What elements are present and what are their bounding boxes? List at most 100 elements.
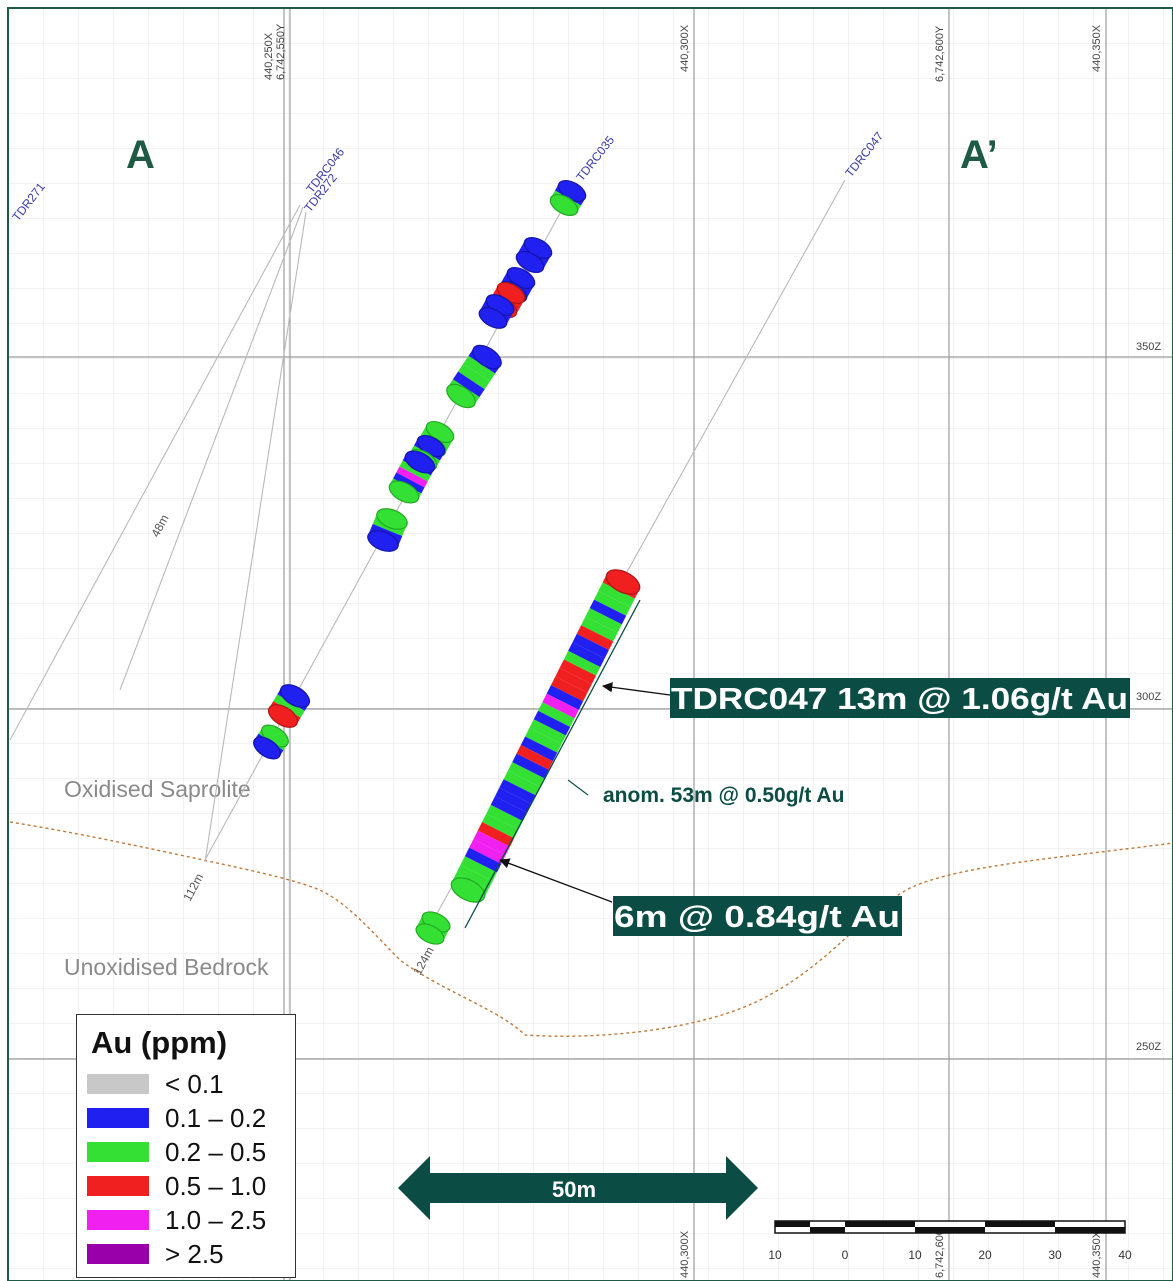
assay-band	[520, 736, 558, 762]
legend-swatch-green	[87, 1142, 149, 1162]
assay-band	[458, 363, 490, 390]
assay-band	[529, 719, 566, 745]
assay-cap	[472, 344, 502, 370]
assay-band	[486, 804, 523, 830]
trace-tdr271	[9, 204, 301, 741]
legend-label: < 0.1	[165, 1069, 224, 1099]
weathering-boundary	[9, 821, 1173, 1037]
arrow-intercept-main	[601, 682, 671, 696]
assay-band	[503, 770, 541, 796]
assay-cap	[279, 684, 311, 708]
assay-band	[512, 753, 549, 779]
assay-band	[456, 864, 493, 890]
legend-swatch-grey	[87, 1074, 149, 1094]
grid-label-250z: 250Z	[1136, 1041, 1161, 1053]
legend-swatch-purple	[87, 1244, 149, 1264]
assay-band	[273, 694, 305, 718]
grid-label-bottom-440350x: 440,350X	[1091, 1230, 1103, 1278]
assay-band	[463, 355, 496, 382]
grid-label-300z: 300Z	[1136, 691, 1161, 703]
assay-band	[393, 472, 425, 494]
callout-main-text: TDRC047 13m @ 1.06g/t Au	[671, 681, 1128, 716]
scale-tick-3: 20	[978, 1248, 992, 1262]
scale-tick-5: 40	[1118, 1248, 1132, 1262]
legend-label: 1.0 – 2.5	[165, 1205, 267, 1235]
legend-item-lt-0-1: < 0.1	[87, 1069, 292, 1099]
anom-leader	[567, 779, 589, 796]
grid-label-440250x: 440,250X	[263, 32, 275, 80]
callout-anom-text: anom. 53m @ 0.50g/t Au	[603, 784, 844, 807]
assay-band	[469, 839, 506, 864]
assay-band	[525, 727, 562, 753]
grid-label-440350x: 440,350X	[1091, 24, 1103, 72]
assay-cap	[253, 736, 281, 760]
assay-band	[516, 745, 553, 770]
assay-band	[464, 847, 502, 873]
assay-band	[473, 830, 510, 856]
assay-band	[452, 371, 485, 398]
assay-band	[589, 599, 627, 625]
assay-band	[460, 856, 497, 881]
assay-band	[399, 460, 431, 482]
arrow-intercept-lower	[499, 858, 613, 903]
assay-band	[598, 582, 635, 608]
assay-cap	[267, 704, 299, 728]
assay-band	[576, 625, 614, 650]
scale-bar	[774, 1220, 1126, 1234]
frame-border	[7, 7, 1173, 1281]
scale-tick-1: 0	[842, 1248, 849, 1262]
zone-label-oxidised: Oxidised Saprolite	[64, 776, 251, 802]
assay-cap	[415, 923, 445, 945]
assay-cap	[450, 877, 486, 903]
assay-band	[477, 822, 515, 847]
assay-cap	[446, 383, 476, 409]
assay-cap	[367, 530, 399, 552]
assay-cap	[549, 193, 579, 217]
grid-label-bottom-6742600y: 6,742,600Y	[934, 1221, 946, 1278]
grid-label-6742600y: 6,742,600Y	[934, 25, 946, 82]
scale-arrow-label: 50m	[552, 1177, 596, 1202]
scale-tick-2: 10	[908, 1248, 922, 1262]
assay-band	[482, 813, 519, 839]
assay-band	[507, 762, 545, 787]
assay-band	[559, 659, 597, 685]
assay-band	[572, 633, 609, 659]
legend-label: 0.5 – 1.0	[165, 1171, 267, 1201]
assay-band	[594, 591, 631, 616]
grid-label-440300x: 440,300X	[679, 24, 691, 72]
legend-label: 0.2 – 0.5	[165, 1137, 267, 1167]
assay-band	[568, 642, 605, 668]
zone-label-unoxidised: Unoxidised Bedrock	[64, 954, 269, 980]
legend-item-gt-2-5: > 2.5	[87, 1239, 292, 1269]
legend-item-0-1-0-2: 0.1 – 0.2	[87, 1103, 292, 1133]
assay-band	[490, 796, 528, 822]
assay-band	[533, 710, 571, 736]
section-label-a-prime: A’	[960, 133, 998, 177]
legend-label: 0.1 – 0.2	[165, 1103, 267, 1133]
legend-swatch-magenta	[87, 1210, 149, 1230]
assay-band	[499, 779, 536, 804]
trace-tdrc046	[119, 206, 304, 691]
assay-cap	[478, 307, 508, 329]
legend-swatch-blue	[87, 1108, 149, 1128]
callout-main-box	[670, 678, 1130, 718]
assay-band	[585, 608, 622, 633]
scale-arrow-50m	[398, 1156, 758, 1220]
intercept-marker-line	[464, 599, 641, 929]
assay-intervals	[253, 179, 641, 945]
assay-band	[555, 668, 592, 693]
assay-cap	[605, 569, 641, 595]
assay-cap	[404, 450, 436, 474]
scale-tick-4: 30	[1048, 1248, 1062, 1262]
trace-tdr272	[204, 211, 307, 863]
scale-tick-0: 10	[768, 1248, 782, 1262]
grid-label-350z: 350Z	[1136, 341, 1161, 353]
legend-title: Au (ppm)	[91, 1025, 228, 1060]
legend-item-0-2-0-5: 0.2 – 0.5	[87, 1137, 292, 1167]
legend-item-0-5-1-0: 0.5 – 1.0	[87, 1171, 292, 1201]
au-legend: Au (ppm) < 0.1 0.1 – 0.2 0.2 – 0.5 0.5 –…	[76, 1014, 296, 1278]
assay-band	[542, 693, 579, 719]
legend-label: > 2.5	[165, 1239, 224, 1269]
grid-label-bottom-440300x: 440,300X	[679, 1230, 691, 1278]
